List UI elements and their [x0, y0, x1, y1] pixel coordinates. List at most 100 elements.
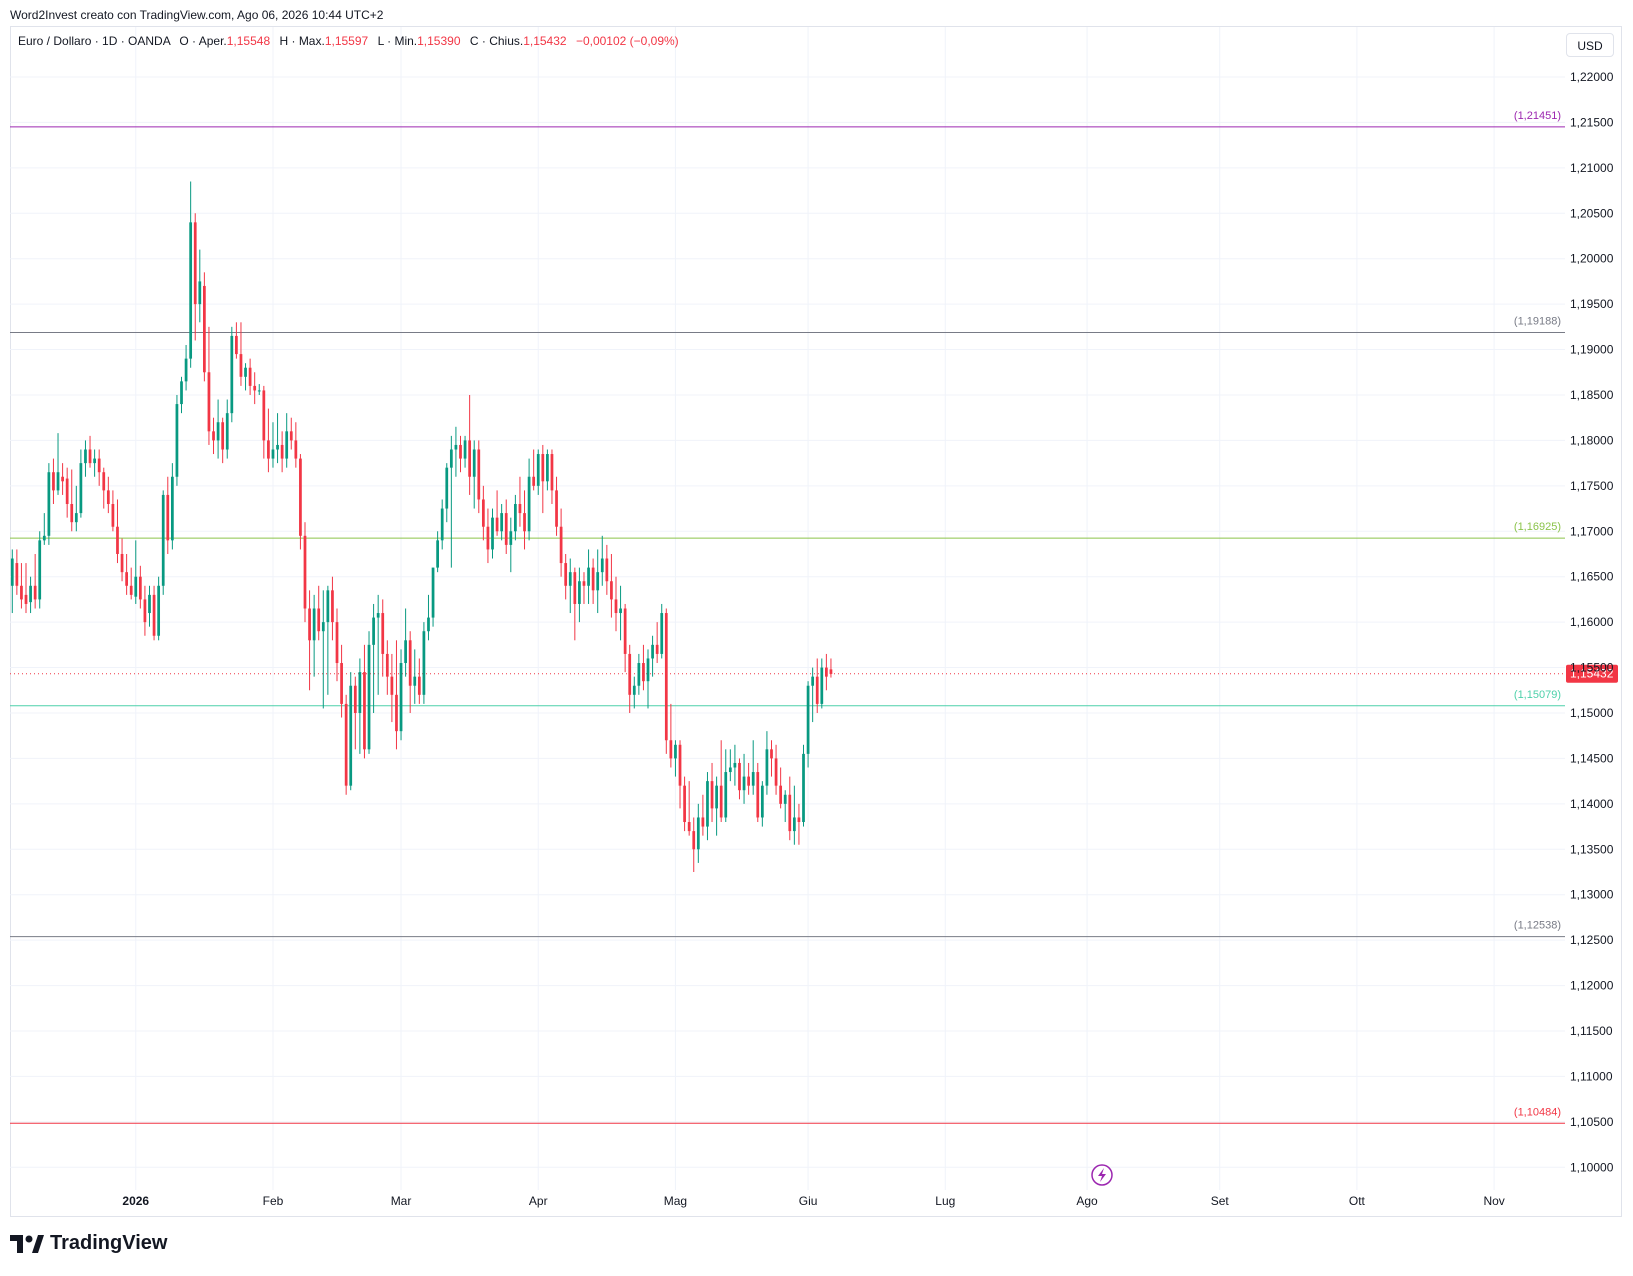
candle-body[interactable]: [660, 613, 664, 654]
candle-body[interactable]: [312, 608, 316, 641]
candle-body[interactable]: [578, 581, 581, 604]
candle-body[interactable]: [760, 785, 764, 818]
candle-body[interactable]: [523, 513, 526, 532]
candle-body[interactable]: [692, 831, 696, 850]
candle-body[interactable]: [427, 617, 430, 632]
candle-body[interactable]: [440, 508, 444, 541]
candle-body[interactable]: [449, 449, 453, 468]
candle-body[interactable]: [491, 517, 494, 550]
candle-body[interactable]: [38, 540, 42, 600]
candle-body[interactable]: [642, 663, 645, 682]
candle-body[interactable]: [477, 449, 481, 500]
candle-body[interactable]: [152, 594, 156, 636]
candle-body[interactable]: [52, 472, 55, 491]
candle-body[interactable]: [289, 431, 293, 441]
candle-body[interactable]: [106, 490, 110, 505]
candle-body[interactable]: [646, 658, 650, 682]
candle-body[interactable]: [10, 558, 14, 586]
candle-body[interactable]: [404, 640, 407, 664]
candle-body[interactable]: [495, 517, 499, 532]
candle-body[interactable]: [143, 599, 147, 623]
candle-body[interactable]: [422, 631, 426, 695]
candle-body[interactable]: [728, 767, 732, 773]
candle-body[interactable]: [514, 504, 517, 532]
candle-body[interactable]: [111, 504, 115, 527]
candle-body[interactable]: [637, 663, 641, 686]
candle-body[interactable]: [724, 772, 728, 818]
candle-body[interactable]: [372, 617, 375, 645]
candle-body[interactable]: [175, 404, 179, 477]
candle-body[interactable]: [129, 585, 133, 595]
candle-body[interactable]: [116, 526, 119, 554]
candle-body[interactable]: [47, 472, 51, 536]
candle-body[interactable]: [605, 558, 609, 582]
candle-body[interactable]: [719, 785, 723, 818]
candle-body[interactable]: [180, 381, 183, 405]
candle-body[interactable]: [88, 449, 92, 464]
candle-body[interactable]: [84, 449, 87, 464]
candle-body[interactable]: [619, 608, 622, 614]
candle-body[interactable]: [280, 444, 284, 459]
candle-body[interactable]: [546, 454, 549, 482]
candle-body[interactable]: [216, 422, 220, 441]
candle-body[interactable]: [715, 785, 718, 809]
candle-body[interactable]: [765, 749, 769, 786]
candle-body[interactable]: [244, 367, 247, 377]
candle-body[interactable]: [253, 385, 257, 391]
candle-body[interactable]: [651, 644, 654, 659]
candle-body[interactable]: [42, 535, 46, 541]
candle-body[interactable]: [257, 390, 261, 392]
candle-body[interactable]: [678, 744, 682, 786]
candle-body[interactable]: [125, 572, 128, 586]
candle-body[interactable]: [587, 567, 590, 586]
candle-body[interactable]: [79, 463, 83, 514]
candle-body[interactable]: [395, 694, 398, 732]
candle-body[interactable]: [628, 653, 632, 695]
candle-body[interactable]: [413, 676, 417, 686]
candle-body[interactable]: [751, 772, 755, 786]
candle-body[interactable]: [235, 335, 238, 355]
candle-body[interactable]: [536, 454, 540, 486]
candle-body[interactable]: [559, 526, 563, 564]
candle-body[interactable]: [344, 703, 348, 786]
candle-body[interactable]: [568, 572, 572, 586]
candle-body[interactable]: [815, 676, 819, 704]
candle-body[interactable]: [788, 794, 792, 832]
candle-body[interactable]: [161, 494, 165, 586]
candle-body[interactable]: [733, 762, 737, 768]
candle-body[interactable]: [783, 794, 787, 804]
candle-body[interactable]: [573, 572, 577, 604]
candle-body[interactable]: [756, 772, 760, 818]
candle-body[interactable]: [321, 622, 325, 632]
candle-body[interactable]: [518, 504, 522, 514]
candle-body[interactable]: [33, 585, 37, 600]
candle-body[interactable]: [500, 513, 504, 532]
candle-body[interactable]: [774, 758, 778, 786]
candle-body[interactable]: [820, 667, 824, 704]
candle-body[interactable]: [15, 563, 19, 586]
candle-body[interactable]: [504, 513, 508, 545]
candle-body[interactable]: [385, 653, 389, 677]
candle-body[interactable]: [120, 553, 124, 573]
currency-button[interactable]: USD: [1566, 33, 1614, 57]
candle-body[interactable]: [189, 222, 193, 359]
candle-body[interactable]: [399, 663, 403, 732]
candle-body[interactable]: [239, 354, 243, 377]
candle-body[interactable]: [445, 467, 449, 509]
candle-body[interactable]: [664, 613, 668, 741]
candle-body[interactable]: [221, 422, 225, 450]
candle-body[interactable]: [710, 781, 714, 809]
candle-body[interactable]: [459, 444, 462, 459]
candle-body[interactable]: [390, 676, 394, 695]
candle-body[interactable]: [134, 576, 138, 597]
candle-body[interactable]: [738, 762, 741, 791]
candle-body[interactable]: [230, 335, 234, 414]
candle-body[interactable]: [825, 667, 828, 677]
candle-body[interactable]: [70, 504, 74, 523]
symbol-name[interactable]: Euro / Dollaro · 1D · OANDA: [18, 34, 171, 48]
candle-body[interactable]: [207, 372, 211, 432]
candle-body[interactable]: [655, 644, 659, 654]
candle-body[interactable]: [308, 608, 311, 641]
candle-body[interactable]: [138, 576, 142, 600]
